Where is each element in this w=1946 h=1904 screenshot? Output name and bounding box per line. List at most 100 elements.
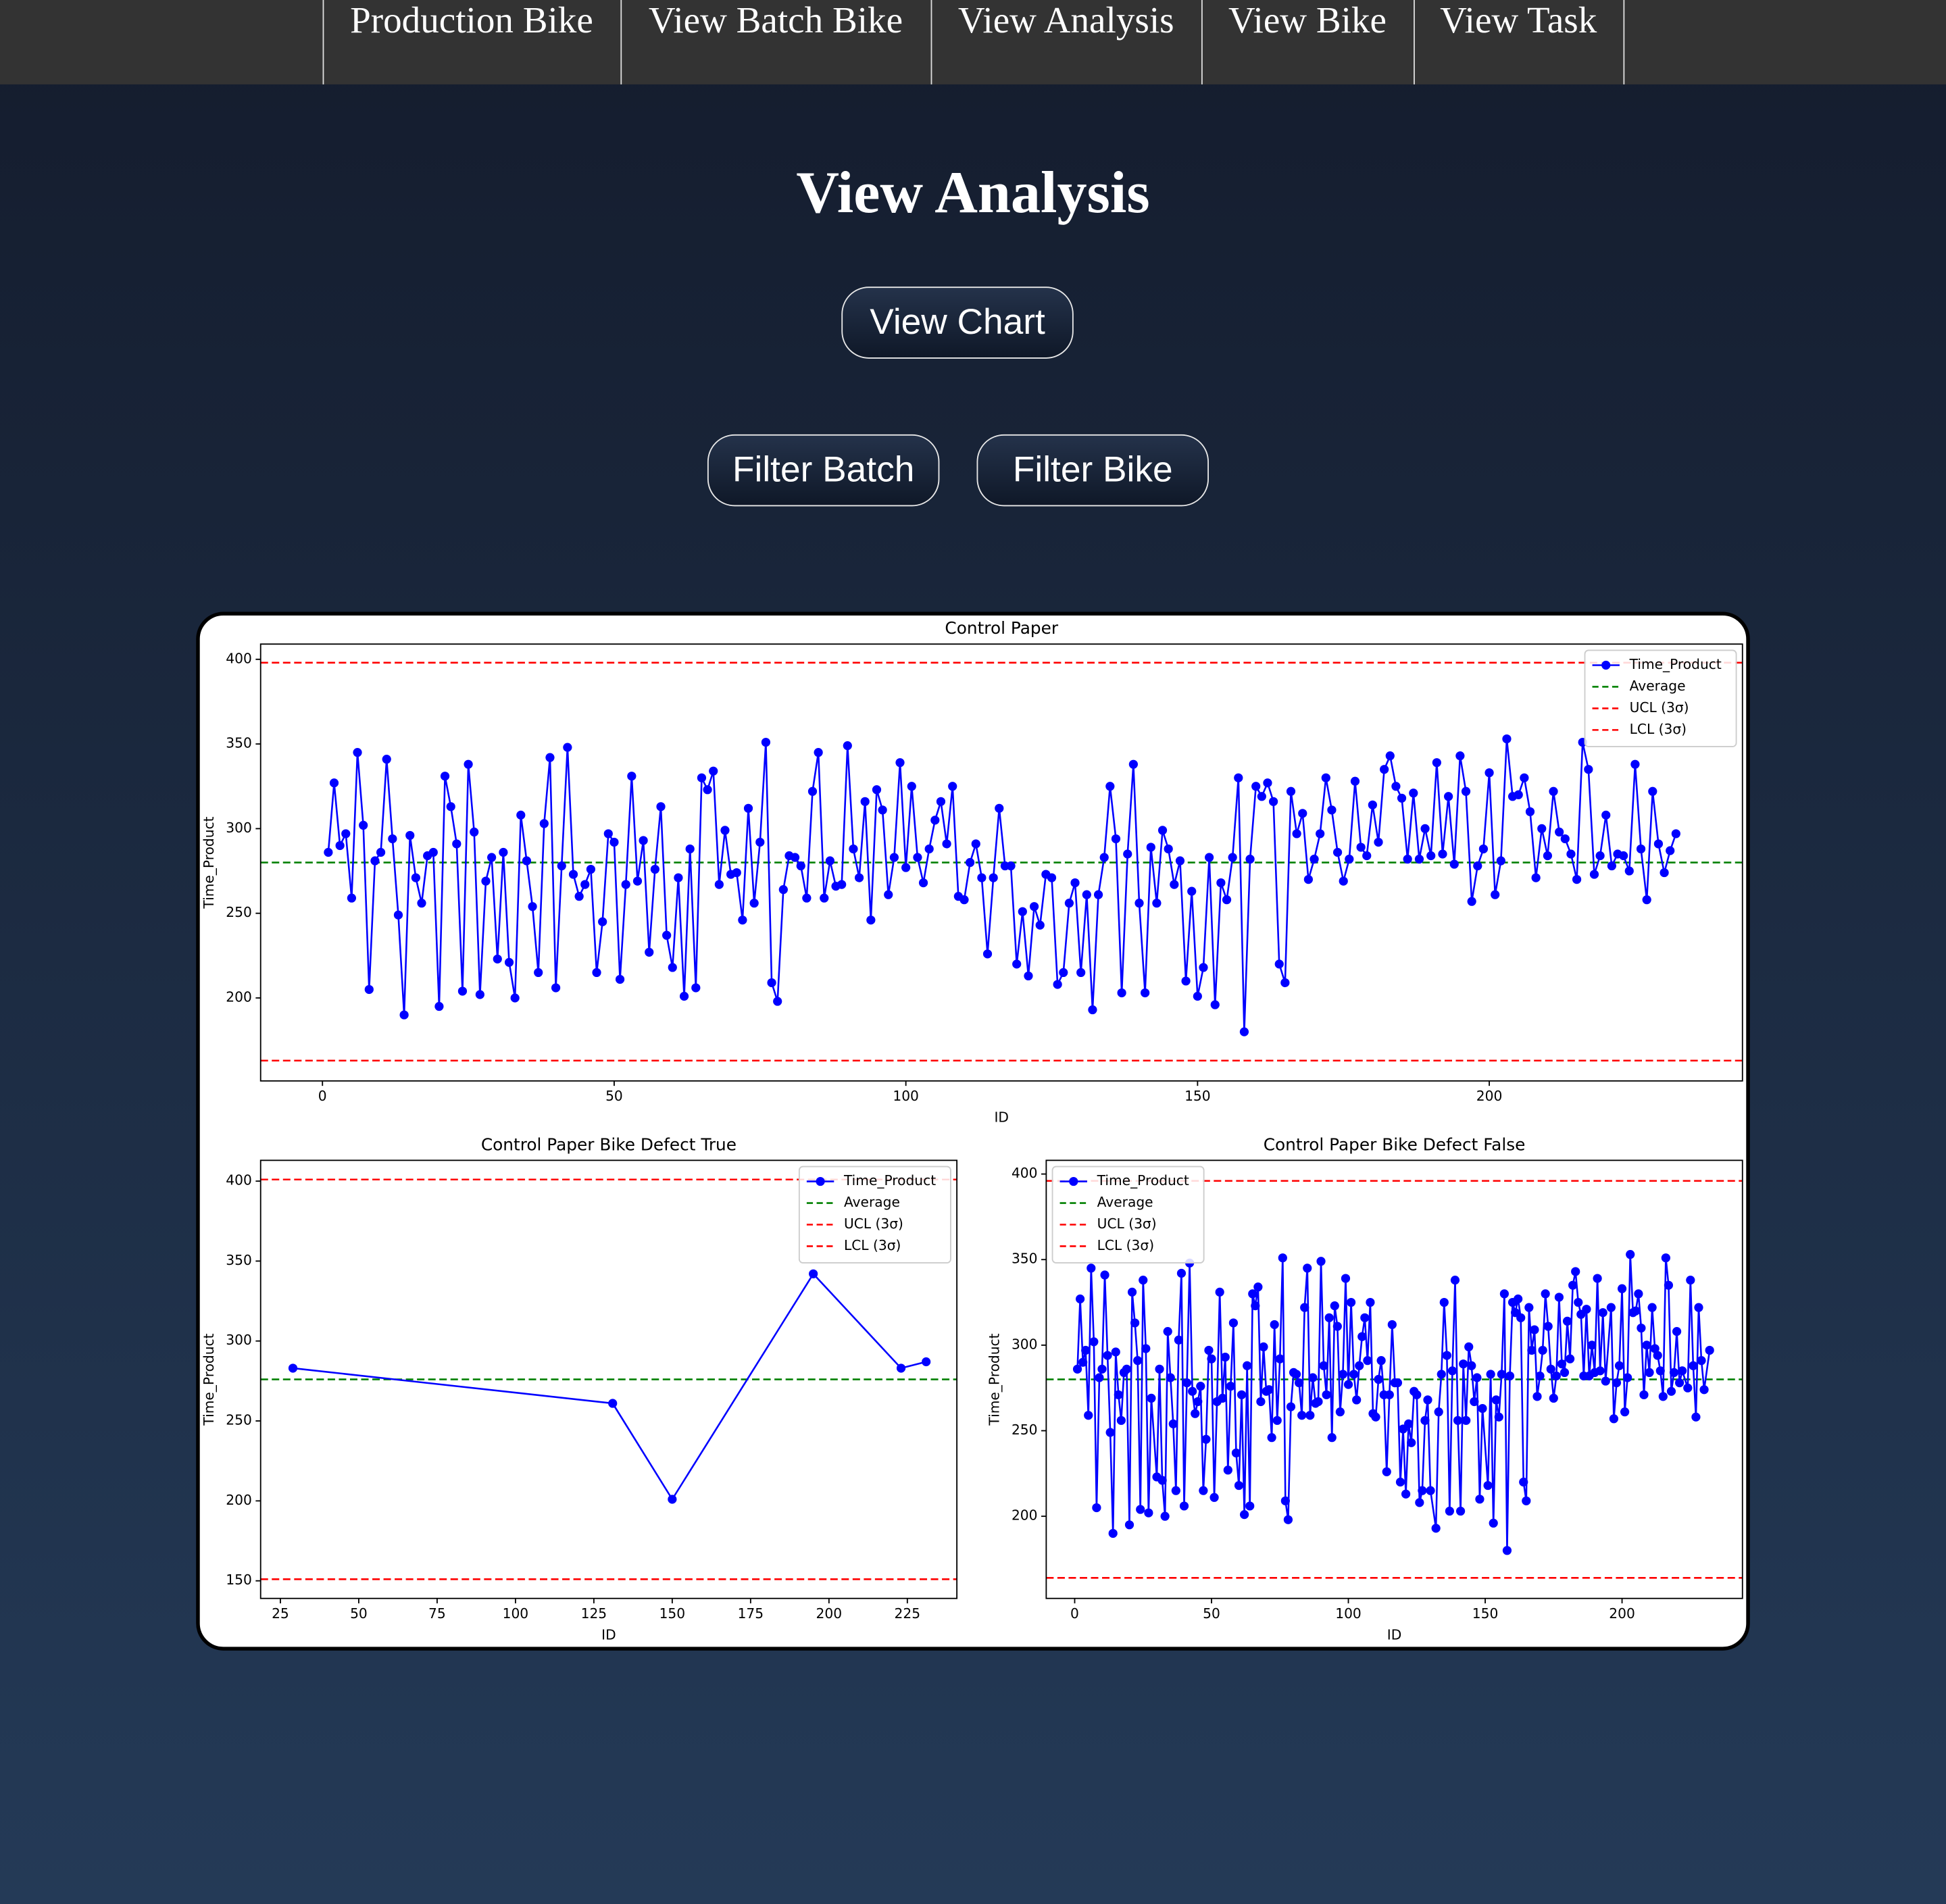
data-point	[743, 803, 753, 813]
legend-label: Time_Product	[1097, 1172, 1189, 1188]
y-tick-label: 250	[1012, 1422, 1038, 1438]
data-point	[820, 893, 829, 903]
data-point	[1274, 959, 1284, 969]
legend-marker	[1069, 1176, 1078, 1186]
data-point	[959, 895, 969, 905]
y-tick-label: 300	[226, 820, 252, 836]
data-point	[1475, 1495, 1485, 1504]
data-point	[1105, 782, 1115, 791]
data-point	[825, 856, 835, 866]
data-point	[1226, 1382, 1235, 1391]
data-point	[1543, 851, 1553, 861]
data-point	[1595, 851, 1605, 861]
data-point	[551, 983, 561, 993]
data-point	[1018, 907, 1027, 916]
data-point	[1130, 1318, 1140, 1328]
data-point	[697, 773, 707, 782]
data-point	[1257, 792, 1266, 801]
view-chart-button[interactable]: View Chart	[841, 286, 1074, 359]
data-point	[1455, 751, 1465, 761]
data-point	[1215, 1287, 1224, 1297]
data-point	[1648, 786, 1657, 796]
chart-title: Control Paper	[945, 618, 1058, 638]
data-point	[1245, 854, 1255, 864]
data-point	[1631, 1306, 1641, 1316]
data-point	[1619, 851, 1628, 861]
data-point	[1297, 1411, 1307, 1420]
data-point	[1239, 1027, 1249, 1036]
data-point	[1308, 1373, 1318, 1382]
data-point	[1108, 1528, 1118, 1538]
data-point	[1087, 1263, 1096, 1273]
filter-button[interactable]: Filter Batch	[707, 434, 940, 507]
data-point	[1606, 1303, 1616, 1312]
data-point	[632, 876, 643, 886]
nav-link[interactable]: View Task	[1413, 0, 1624, 84]
filter-button[interactable]: Filter Bike	[976, 434, 1209, 507]
data-point	[930, 816, 940, 825]
data-point	[1292, 829, 1301, 838]
data-point	[1666, 1386, 1676, 1396]
data-point	[464, 759, 473, 769]
nav-link[interactable]: View Bike	[1201, 0, 1413, 84]
data-point	[1423, 1395, 1432, 1405]
data-point	[1251, 1301, 1260, 1311]
data-point	[1024, 971, 1033, 981]
data-point	[1330, 1301, 1339, 1311]
data-point	[1384, 1390, 1394, 1399]
data-point	[1082, 890, 1091, 899]
data-point	[1278, 1253, 1287, 1263]
data-point	[732, 868, 741, 878]
data-point	[691, 983, 701, 993]
data-point	[662, 930, 672, 940]
data-point	[1459, 1359, 1468, 1369]
data-point	[1562, 1316, 1572, 1326]
data-point	[1683, 1383, 1693, 1393]
data-point	[1176, 1268, 1187, 1278]
data-point	[1362, 851, 1372, 861]
nav-link[interactable]: View Batch Bike	[620, 0, 930, 84]
data-point	[1478, 1403, 1487, 1413]
data-point	[1324, 1313, 1334, 1322]
data-point	[1139, 1276, 1148, 1285]
x-tick-label: 100	[1335, 1605, 1362, 1622]
data-point	[1134, 899, 1144, 908]
data-point	[1245, 1501, 1255, 1511]
data-point	[1157, 1476, 1167, 1485]
data-point	[1637, 1323, 1646, 1333]
data-point	[1442, 1351, 1451, 1360]
data-point	[1572, 874, 1582, 884]
data-point	[1099, 853, 1109, 862]
nav-link[interactable]: View Analysis	[930, 0, 1201, 84]
data-point	[1609, 1414, 1619, 1424]
plot-frame	[259, 1159, 958, 1599]
data-point	[1689, 1361, 1698, 1370]
data-point	[1382, 1467, 1391, 1476]
data-point	[1593, 1274, 1602, 1283]
x-tick-label: 225	[895, 1605, 921, 1622]
data-point	[1530, 1325, 1539, 1334]
data-point	[1376, 1356, 1386, 1366]
data-point	[1660, 868, 1669, 878]
data-point	[1218, 1393, 1227, 1403]
data-point	[1671, 829, 1680, 838]
data-point	[1485, 768, 1494, 778]
data-point	[1234, 773, 1243, 782]
data-line	[293, 1272, 926, 1501]
data-point	[674, 873, 683, 882]
x-axis-label: ID	[994, 1109, 1009, 1125]
data-point	[1374, 1374, 1383, 1384]
x-tick-label: 0	[318, 1088, 327, 1104]
data-point	[1494, 1412, 1503, 1422]
data-point	[1338, 1370, 1348, 1379]
data-point	[1554, 1293, 1564, 1302]
data-point	[1199, 963, 1208, 972]
nav-link[interactable]: Production Bike	[322, 0, 620, 84]
data-point	[1447, 1366, 1457, 1376]
data-point	[1623, 1373, 1632, 1382]
data-point	[918, 878, 928, 888]
y-tick-label: 350	[1012, 1251, 1038, 1267]
data-point	[1434, 1407, 1443, 1417]
data-point	[1286, 1402, 1296, 1411]
data-point	[1303, 874, 1314, 884]
